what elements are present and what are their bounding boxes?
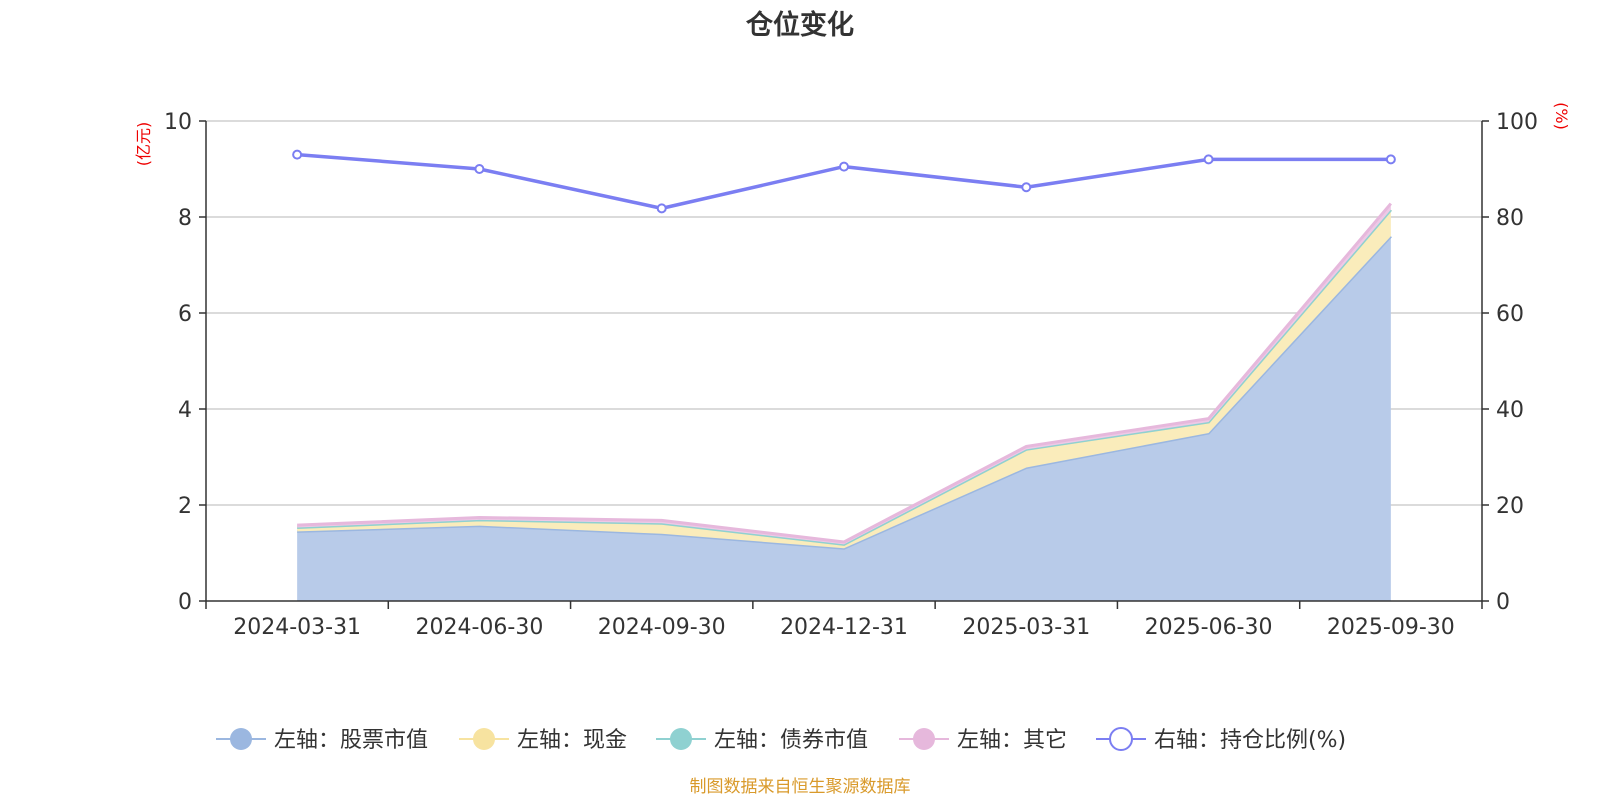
left-axis-tick-label: 4 <box>178 398 192 423</box>
right-axis-unit: (%) <box>1552 102 1571 130</box>
legend-marker <box>1109 727 1133 751</box>
area-edge-series-3 <box>297 202 1393 544</box>
right-axis-tick-label: 20 <box>1496 494 1524 519</box>
left-axis-tick-label: 8 <box>178 206 192 231</box>
legend-item-4[interactable]: 右轴：持仓比例(%) <box>1096 727 1346 753</box>
x-axis-tick-label: 2024-03-31 <box>233 615 361 640</box>
x-axis-tick-label: 2025-09-30 <box>1327 615 1455 640</box>
right-axis-tick-label: 40 <box>1496 398 1524 423</box>
ratio-point[interactable] <box>839 161 849 172</box>
source-note: 制图数据来自恒生聚源数据库 <box>690 777 911 797</box>
right-axis-tick-label: 100 <box>1496 110 1538 135</box>
left-axis-tick-label: 2 <box>178 494 192 519</box>
left-axis-unit: (亿元) <box>134 122 153 167</box>
left-axis-tick-label: 0 <box>178 590 192 615</box>
right-axis-tick-label: 80 <box>1496 206 1524 231</box>
x-axis-tick-label: 2025-06-30 <box>1145 615 1273 640</box>
x-axis-tick-label: 2024-09-30 <box>598 615 726 640</box>
legend-item-2[interactable]: 左轴：债券市值 <box>656 728 868 753</box>
legend-label: 左轴：股票市值 <box>274 728 428 753</box>
legend-item-0[interactable]: 左轴：股票市值 <box>216 728 428 753</box>
ratio-point[interactable] <box>1385 154 1396 165</box>
legend[interactable]: 左轴：股票市值 左轴：现金 左轴：债券市值 左轴：其它 右轴：持仓比例(%) <box>216 727 1346 753</box>
left-axis-tick-label: 6 <box>178 302 192 327</box>
legend-label: 左轴：债券市值 <box>714 728 868 753</box>
area-series-0 <box>297 236 1391 601</box>
legend-marker <box>230 728 252 750</box>
position-ratio-line <box>292 149 1396 214</box>
left-axis-tick-label: 10 <box>164 110 192 135</box>
legend-label: 左轴：其它 <box>957 728 1067 753</box>
ratio-point[interactable] <box>474 164 485 174</box>
x-axis-tick-label: 2024-06-30 <box>415 615 543 640</box>
legend-label: 左轴：现金 <box>517 728 627 753</box>
chart-title: 仓位变化 <box>745 9 854 41</box>
legend-item-1[interactable]: 左轴：现金 <box>459 728 627 753</box>
ratio-point[interactable] <box>292 149 303 160</box>
legend-label: 右轴：持仓比例(%) <box>1154 728 1346 753</box>
ratio-point[interactable] <box>1021 182 1032 193</box>
ratio-point[interactable] <box>1203 154 1214 165</box>
legend-marker <box>473 728 495 750</box>
stacked-areas <box>297 202 1393 601</box>
ratio-point[interactable] <box>656 203 667 214</box>
legend-marker <box>913 728 935 750</box>
right-axis-tick-label: 0 <box>1496 590 1510 615</box>
x-axis-tick-label: 2024-12-31 <box>780 615 908 640</box>
right-axis-tick-label: 60 <box>1496 302 1524 327</box>
legend-marker <box>670 728 692 750</box>
legend-item-3[interactable]: 左轴：其它 <box>899 728 1067 753</box>
x-axis-tick-label: 2025-03-31 <box>962 615 1090 640</box>
